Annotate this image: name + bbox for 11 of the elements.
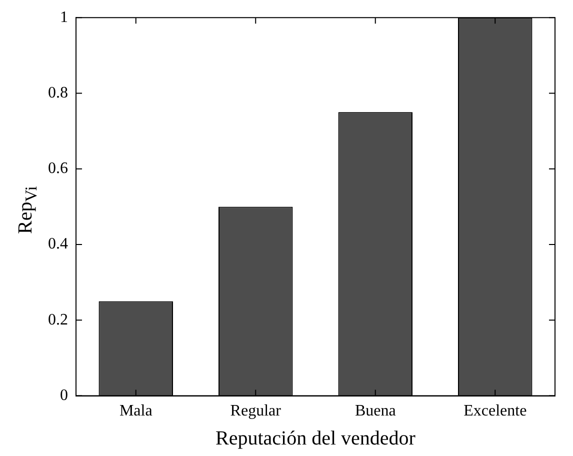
x-tick-label: Mala [119, 402, 152, 420]
y-tick-label: 0 [60, 387, 68, 404]
y-tick-label: 0.6 [48, 160, 68, 178]
y-tick-label: 0.4 [48, 236, 68, 253]
x-tick-label: Buena [354, 402, 396, 420]
y-tick-label: 0.2 [48, 311, 68, 328]
y-tick-label: 0.8 [48, 84, 68, 102]
y-tick-label: 1 [60, 8, 68, 26]
x-tick-label: Regular [230, 402, 282, 420]
x-tick-label: Excelente [464, 402, 527, 420]
x-axis-title: Reputación del vendedor [216, 427, 416, 450]
